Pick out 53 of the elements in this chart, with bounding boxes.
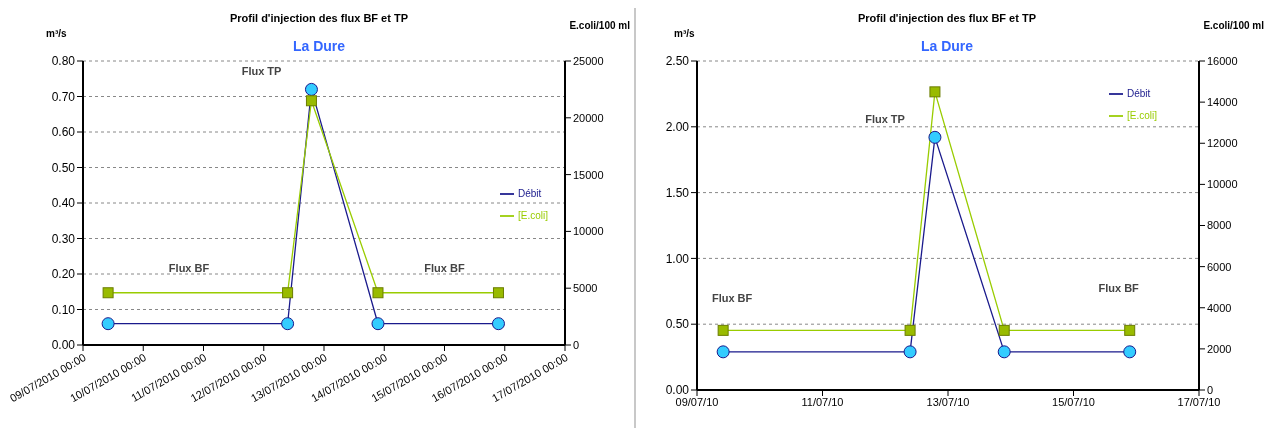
y2-tick-label: 10000 [1207,178,1238,191]
legend-label: [E.coli] [518,210,549,221]
y-tick-label: 0.00 [51,338,76,353]
y2-tick-label: 2000 [1207,342,1232,355]
y2-tick-label: 20000 [573,111,604,124]
y2-tick-label: 14000 [1207,96,1238,109]
y2-tick-label: 25000 [573,54,604,67]
y2-tick-label: 6000 [1207,260,1232,273]
y-axis-title: m³/s [46,28,67,39]
y2-tick-label: 15000 [573,168,604,181]
x-tick-label: 09/07/10 [675,395,719,408]
annotation: Flux BF [424,262,465,275]
y-tick-label: 0.50 [51,160,76,175]
x-tick-label: 15/07/10 [1052,395,1095,408]
y-tick-label: 0.30 [51,231,76,246]
y-tick-label: 0.00 [665,383,690,398]
y2-tick-label: 10000 [573,225,604,238]
x-tick-label: 13/07/10 [926,395,970,408]
y-tick-label: 0.40 [51,196,76,211]
y-axis-title: m³/s [674,28,695,39]
legend-label: [E.coli] [1127,110,1158,121]
annotation: Flux TP [241,65,282,78]
legend-label: Débit [518,188,542,199]
annotation: Flux TP [865,113,905,126]
chart-title: Profil d'injection des flux BF et TP [857,12,1037,24]
y2-tick-label: 16000 [1207,54,1238,67]
y-tick-label: 1.00 [665,251,690,266]
y2-tick-label: 0 [573,338,580,351]
y2-tick-label: 12000 [1207,137,1238,150]
y2-tick-label: 0 [1207,383,1214,396]
y2-tick-label: 5000 [573,282,598,295]
annotation: Flux BF [1098,282,1139,294]
y-tick-label: 1.50 [665,185,690,200]
y-tick-label: 0.50 [665,317,690,332]
annotation: Flux BF [711,291,753,304]
y2-axis-title: E.coli/100 ml [568,20,630,31]
y2-tick-label: 4000 [1207,301,1232,314]
y-tick-label: 0.20 [51,267,76,282]
x-tick-label: 11/07/10 [801,395,844,408]
y-tick-label: 0.10 [51,302,76,317]
y-tick-label: 2.50 [665,54,690,69]
y-tick-label: 2.00 [665,120,690,135]
chart-subtitle: La Dure [919,38,975,54]
chart-subtitle: La Dure [291,38,347,54]
legend-label: Débit [1127,88,1151,99]
y2-axis-title: E.coli/100 ml [1202,20,1264,31]
y-tick-label: 0.80 [51,54,76,69]
x-tick-label: 17/07/10 [1177,395,1221,408]
annotation: Flux BF [168,262,210,275]
chart-title: Profil d'injection des flux BF et TP [229,12,409,24]
y-tick-label: 0.70 [51,89,76,104]
y2-tick-label: 8000 [1207,219,1232,232]
y-tick-label: 0.60 [51,125,76,140]
